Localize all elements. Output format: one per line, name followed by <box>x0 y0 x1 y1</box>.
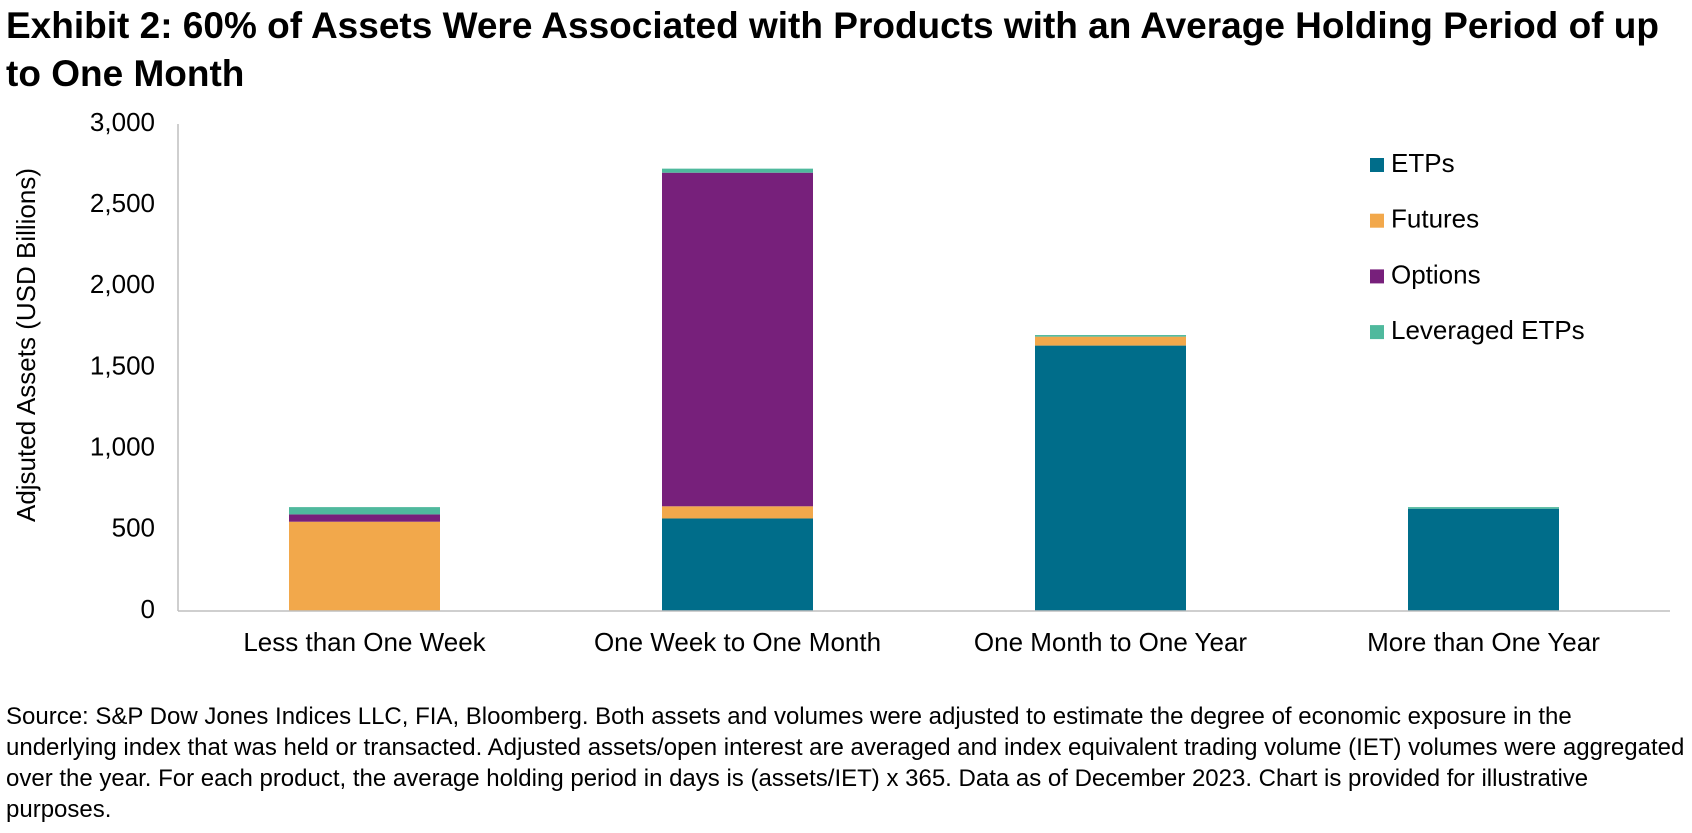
bar-segment <box>1035 335 1186 337</box>
source-note: Source: S&P Dow Jones Indices LLC, FIA, … <box>6 703 1685 823</box>
y-axis-label: Adjsuted Assets (USD Billions) <box>11 168 41 522</box>
legend-swatch <box>1370 213 1384 228</box>
y-tick-label: 0 <box>141 594 155 624</box>
bar-segment <box>1035 345 1186 611</box>
y-tick-label: 3,000 <box>90 107 155 137</box>
legend-label: Leveraged ETPs <box>1391 315 1585 345</box>
y-tick-label: 1,000 <box>90 432 155 462</box>
bar-segment <box>662 172 813 507</box>
x-tick-label: One Month to One Year <box>974 627 1248 657</box>
y-tick-label: 2,500 <box>90 188 155 218</box>
bar-segment <box>289 514 440 522</box>
bar-segment <box>1408 508 1559 611</box>
bar-segment <box>289 507 440 515</box>
chart-title: Exhibit 2: 60% of Assets Were Associated… <box>6 5 1659 94</box>
bar-segment <box>662 168 813 173</box>
legend-label: Options <box>1391 259 1481 289</box>
bar-segment <box>1035 336 1186 346</box>
chart: Adjsuted Assets (USD Billions) 0 500 1,000… <box>11 107 1670 657</box>
legend-swatch <box>1370 158 1384 172</box>
legend-swatch <box>1370 269 1384 284</box>
y-tick-label: 500 <box>112 513 155 543</box>
bar-segment <box>1408 507 1559 509</box>
x-tick-label: Less than One Week <box>243 627 486 657</box>
x-tick-label: One Week to One Month <box>594 627 881 657</box>
y-tick-label: 1,500 <box>90 350 155 380</box>
bar-segment <box>662 506 813 519</box>
legend-label: Futures <box>1391 204 1479 234</box>
bar-segment <box>662 518 813 611</box>
legend-label: ETPs <box>1391 148 1455 178</box>
legend-swatch <box>1370 325 1384 340</box>
bar-segment <box>289 521 440 611</box>
x-tick-label: More than One Year <box>1367 627 1600 657</box>
y-tick-label: 2,000 <box>90 269 155 299</box>
